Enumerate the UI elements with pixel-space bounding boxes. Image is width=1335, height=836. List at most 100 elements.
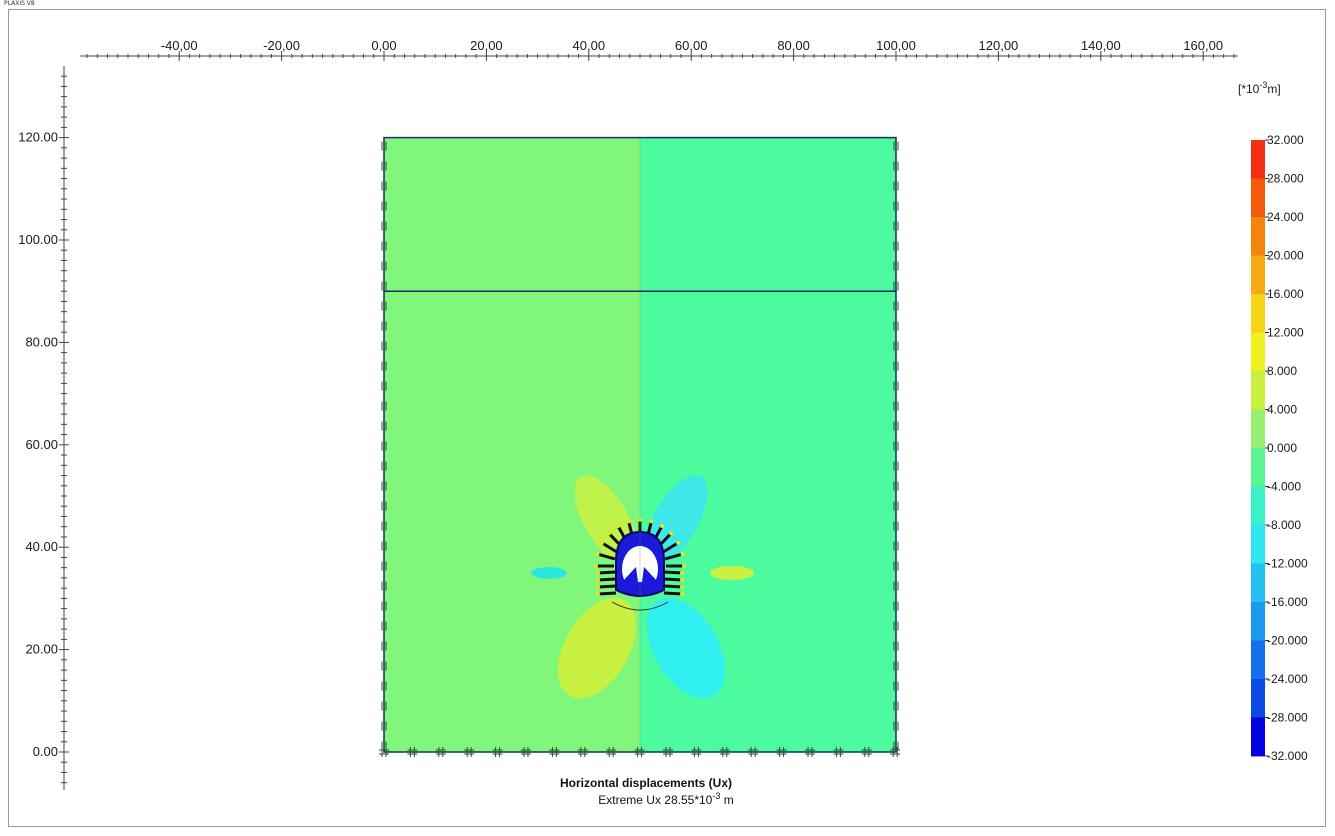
fixity-hash [776,747,787,757]
boundary-fixities [379,141,901,757]
legend-swatch [1251,640,1265,680]
legend-swatch [1251,486,1265,526]
y-tick-label: 0.00 [33,744,58,759]
fixity-hash [719,747,730,757]
rock-anchor [663,591,683,596]
anchor-head [669,531,674,536]
legend-labels: 32.000 28.000 24.000 20.000 16.000 12.000 8.00… [1265,133,1308,763]
fixity-hash [606,747,617,757]
legend-swatch [1251,255,1265,295]
x-tick-label: 0,00 [371,38,396,53]
rock-anchor [597,584,617,589]
fixity-hash [492,747,503,757]
x-tick-label: 20,00 [470,38,503,53]
rock-anchor [664,552,683,561]
y-axis: 120.00 100.00 80.00 60.00 40.00 20.00 0.00 [18,66,69,790]
plot-frame [8,9,1326,827]
model-geometry [379,136,901,757]
rock-anchor [597,552,616,561]
anchor-head [596,578,600,582]
y-tick-label: 40.00 [25,539,58,554]
anchor-head [649,519,654,524]
fixity-hash [521,747,531,757]
x-tick-label: 80,00 [777,38,810,53]
legend-label: -4.000 [1267,480,1301,494]
legend-label: 12.000 [1267,326,1304,340]
y-tick-label: 100.00 [18,232,58,247]
y-tick-label: 60.00 [25,437,58,452]
legend-swatch [1251,717,1265,756]
rock-anchor [597,591,617,596]
fixity-hash [577,747,588,757]
x-axis: -40,00 -20,00 0,00 20,00 40,00 60,00 80,00 100,… [80,38,1238,61]
displacement-contours [531,475,754,699]
fixity-hash [634,747,645,757]
tunnel-invert [622,567,658,592]
y-tick-label: 80.00 [25,334,58,349]
fixity-hash [890,747,901,757]
contour-lobe-lower-right [646,597,726,699]
legend-swatch [1251,371,1265,410]
fixity-hash [663,747,673,757]
legend-swatch [1251,679,1265,718]
rock-anchor [601,541,619,554]
rock-anchor [597,570,617,575]
fixity-hash [407,747,418,757]
anchor-head [596,585,600,589]
legend-label: 24.000 [1267,210,1304,224]
anchor-head [599,540,604,545]
legend-swatch [1251,217,1265,256]
anchor-head [660,523,664,528]
anchor-head [626,519,631,524]
fixity-hash [748,747,759,757]
fixity-hash [861,747,872,757]
fixity-hash [435,747,446,757]
x-tick-label: 40,00 [573,38,606,53]
legend-label: 32.000 [1267,133,1304,147]
rock-anchor [597,577,617,582]
legend-label: -8.000 [1267,518,1301,532]
extreme-value-label: Extreme Ux 28.55*10-3 m [598,791,733,807]
fixity-hash [379,747,389,757]
anchor-head [596,571,600,575]
anchor-head [680,578,684,582]
plot-title: Horizontal displacements (Ux) [560,776,732,790]
rock-anchor [663,584,683,589]
legend-label: 0.000 [1267,441,1297,455]
rock-anchor [663,570,683,575]
anchor-head [676,540,681,545]
legend-swatch [1251,525,1265,564]
anchor-head [680,592,684,596]
x-tick-label: 160,00 [1183,38,1223,53]
x-tick-label: 100,00 [876,38,916,53]
contour-lobe-left [531,567,567,579]
legend-label: 8.000 [1267,364,1297,378]
model-boundary [383,136,897,753]
fixity-hash [691,747,702,757]
legend-label: -24.000 [1267,672,1308,686]
legend-label: 20.000 [1267,249,1304,263]
legend-unit: [*10-3m] [1238,80,1281,96]
legend-swatch [1251,140,1265,179]
x-tick-label: 140,00 [1081,38,1121,53]
legend-label: -32.000 [1267,749,1308,763]
legend-swatch [1251,448,1265,487]
y-tick-label: 120.00 [18,130,58,145]
legend-label: 4.000 [1267,403,1297,417]
legend-label: -28.000 [1267,711,1308,725]
fixity-hash [549,747,560,757]
x-tick-label: 60,00 [675,38,708,53]
legend-swatch [1251,178,1265,218]
contour-lobe-right [710,566,754,580]
anchor-head [680,585,684,589]
fixity-hash [464,747,475,757]
rock-anchor [661,541,679,554]
legend-label: -12.000 [1267,557,1308,571]
fixity-hash [833,747,844,757]
anchor-head [594,564,598,568]
anchor-head [616,523,620,528]
legend-label: -16.000 [1267,595,1308,609]
anchor-head [680,552,685,557]
anchor-head [595,552,600,557]
